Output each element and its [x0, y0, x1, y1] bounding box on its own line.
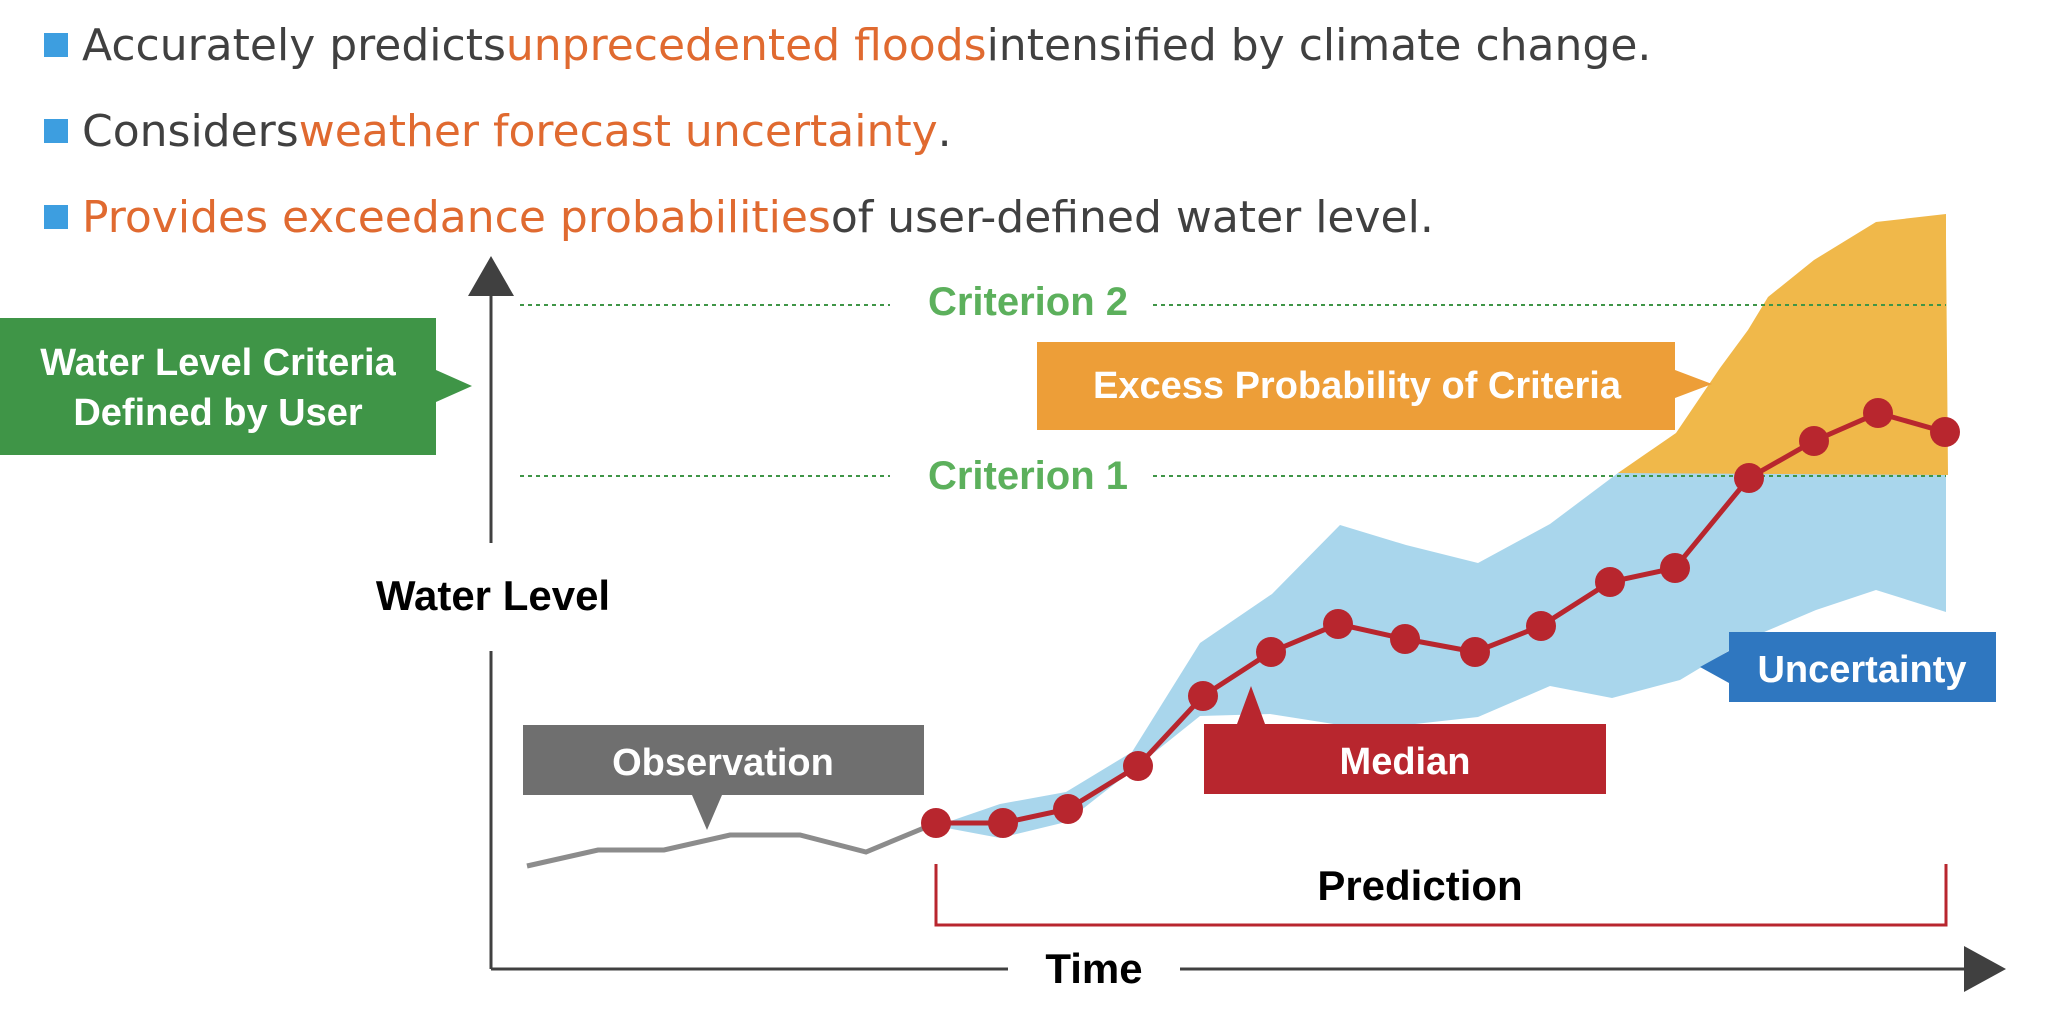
median-point	[1188, 681, 1218, 711]
median-point	[1390, 624, 1420, 654]
criterion-2-label: Criterion 2	[928, 280, 1128, 324]
bullet-2-text: Considers	[82, 105, 299, 157]
excess-probability-callout-box	[1037, 342, 1712, 430]
bullet-3-highlight: Provides exceedance probabilities	[82, 191, 831, 243]
median-point	[1053, 794, 1083, 824]
y-axis-label: Water Level	[376, 572, 610, 619]
median-point	[1460, 637, 1490, 667]
median-point	[1734, 463, 1764, 493]
median-point	[1930, 417, 1960, 447]
median-point	[1123, 751, 1153, 781]
median-point	[1526, 611, 1556, 641]
bullet-item-2: Considers weather forecast uncertainty .	[44, 101, 952, 161]
excess-probability-label: Excess Probability of Criteria	[1093, 365, 1622, 407]
bullet-item-1: Accurately predicts unprecedented floods…	[44, 15, 1651, 75]
observation-callout-box	[523, 725, 924, 830]
median-line	[936, 410, 1946, 826]
bullet-square-icon	[44, 119, 68, 143]
uncertainty-callout-box	[1700, 632, 1996, 702]
criteria-callout-box	[0, 318, 472, 455]
prediction-bracket	[934, 864, 1948, 927]
bullet-item-3: Provides exceedance probabilities of use…	[44, 187, 1434, 247]
median-callout-box	[1204, 686, 1606, 794]
observation-line	[526, 820, 937, 869]
median-point	[1660, 553, 1690, 583]
bullet-1-highlight: unprecedented floods	[505, 19, 987, 71]
criterion-1-label: Criterion 1	[928, 454, 1128, 498]
prediction-label: Prediction	[1317, 862, 1522, 909]
median-point	[1256, 637, 1286, 667]
median-point	[1595, 567, 1625, 597]
x-axis-arrow-icon	[1964, 946, 2006, 992]
median-point	[1799, 426, 1829, 456]
x-axis-label: Time	[1045, 945, 1142, 992]
bullet-1-text: Accurately predicts	[82, 19, 506, 71]
observation-label: Observation	[612, 742, 834, 784]
bullet-square-icon	[44, 205, 68, 229]
uncertainty-label: Uncertainty	[1757, 649, 1966, 691]
bullet-square-icon	[44, 33, 68, 57]
criteria-callout-line-2: Defined by User	[73, 392, 363, 434]
bullet-3-rest: of user-defined water level.	[830, 191, 1434, 243]
median-point	[1863, 398, 1893, 428]
bullet-2-rest: .	[937, 105, 952, 157]
bullet-1-rest: intensified by climate change.	[986, 19, 1652, 71]
median-point	[1323, 609, 1353, 639]
criteria-callout-line-1: Water Level Criteria	[40, 342, 396, 384]
median-point	[988, 808, 1018, 838]
y-axis-arrow-icon	[468, 256, 514, 296]
median-label: Median	[1340, 741, 1471, 783]
median-point	[921, 808, 951, 838]
bullet-2-highlight: weather forecast uncertainty	[298, 105, 938, 157]
